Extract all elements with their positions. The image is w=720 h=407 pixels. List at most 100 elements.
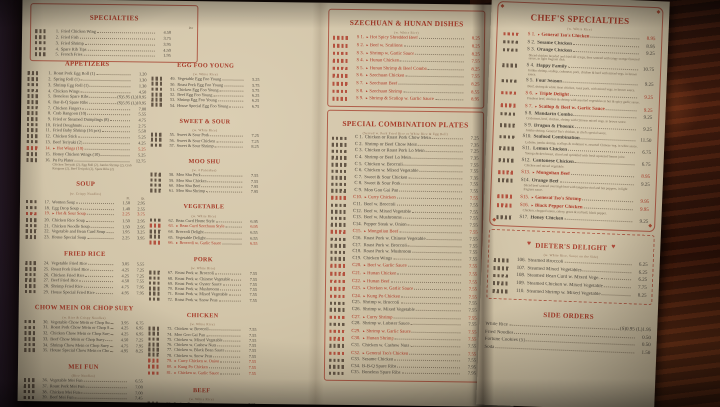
item-number: C22.: [352, 278, 362, 284]
cjk-glyphs: [24, 284, 37, 288]
item-name: Szechuan Chicken: [369, 73, 405, 80]
section-title: SWEET & SOUR: [179, 117, 231, 126]
cjk-glyphs: [500, 103, 517, 108]
section-title: MEI FUN: [68, 363, 99, 371]
dotted-leader: [222, 79, 244, 82]
cjk-glyphs: [330, 279, 347, 284]
item-name: General Tso's Chicken: [541, 32, 590, 40]
cjk-glyphs: [498, 170, 515, 175]
cjk-glyphs: [150, 137, 163, 142]
cjk-glyphs: [23, 389, 36, 394]
cjk-glyphs: [150, 188, 163, 193]
item-number: C14.: [352, 221, 362, 227]
item-number: S 5.: [356, 65, 364, 71]
cjk-glyphs: [24, 319, 37, 324]
section-header: MOO SHU (w. 4 Pancakes): [150, 150, 258, 174]
section-header: VEGETABLE (w. White Rice): [150, 195, 258, 219]
dotted-leader: [401, 296, 461, 299]
item-price: 9.25: [644, 95, 654, 101]
cjk-glyphs: [499, 123, 516, 128]
spicy-icon: ►: [362, 293, 366, 298]
spicy-icon: ►: [365, 81, 369, 86]
spicy-icon: ►: [537, 32, 541, 37]
dotted-leader: [390, 281, 462, 283]
menu-sheet-main: SPECIALTIES Per 1. Fried Chicken Wing 4.50 2.…: [17, 0, 519, 407]
dotted-leader: [110, 322, 113, 324]
item-name: Shrimp w. Garlic Sauce: [366, 328, 411, 335]
cjk-glyphs: [26, 146, 39, 150]
dotted-leader: [564, 261, 632, 266]
dotted-leader: [213, 95, 244, 97]
dotted-leader: [225, 350, 241, 353]
cjk-glyphs: [148, 281, 162, 286]
cjk-glyphs: [493, 273, 510, 278]
menu-section-chicken: CHICKEN (w. White Rice) 73. Chicken w. Broc…: [147, 304, 257, 378]
dotted-leader: [208, 367, 240, 369]
dotted-leader: [82, 125, 130, 128]
spicy-icon: ►: [365, 43, 369, 48]
dotted-leader: [564, 218, 633, 223]
dotted-leader: [426, 238, 462, 241]
item-price: 0.50: [641, 342, 651, 349]
cjk-glyphs: [330, 257, 347, 261]
dotted-leader: [90, 269, 114, 271]
menu-section-dieter-s-delight: ♥ DIETER'S DELIGHT ♥ (w. White Rice, Sauce …: [486, 228, 655, 306]
dotted-leader: [394, 338, 461, 341]
dotted-leader: [89, 85, 131, 88]
menu-sheet-right: ◆ ◆ ◆ ◆ CHEF'S SPECIALTIES (w. White Rice) S 1…: [476, 0, 670, 407]
dotted-leader: [225, 226, 242, 228]
spicy-icon: ►: [362, 350, 366, 355]
cjk-glyphs: [149, 240, 162, 245]
dotted-leader: [400, 302, 461, 305]
dotted-leader: [580, 138, 636, 142]
item-price: 9.25: [645, 51, 655, 58]
cjk-glyphs: [496, 215, 513, 220]
item-name: Hunan Chicken: [369, 58, 400, 64]
item-number: S 3.: [356, 50, 364, 56]
cjk-glyphs: [26, 152, 39, 157]
section-header: MEI FUN (Rice Noodles): [24, 355, 143, 379]
item-price: 6.75: [641, 162, 651, 168]
dotted-leader: [210, 135, 243, 137]
item-price: 8.95: [646, 36, 656, 42]
cjk-glyphs: [25, 272, 38, 277]
dotted-leader: [414, 288, 461, 291]
item-name: Hot Spicy Shredded Beef: [369, 35, 418, 42]
dotted-leader: [400, 60, 464, 63]
dotted-leader: [396, 204, 462, 207]
item-number: S 1.: [356, 35, 365, 41]
dotted-leader: [100, 155, 130, 157]
item-number: 23.: [44, 234, 50, 240]
item-price: 6.55: [250, 240, 258, 246]
section-header: CHOW MEIN OR CHOP SUEY (w. Rice & Crispy …: [25, 296, 144, 320]
dotted-leader: [412, 211, 462, 214]
corner-ornament-icon: ◆: [500, 4, 505, 10]
dotted-leader: [78, 403, 127, 406]
menu-section-egg-foo-young: EGG FOO YOUNG (w. White Rice) 49. Vegetable…: [151, 54, 260, 109]
item-name: Sesame Chicken: [537, 40, 573, 47]
menu-section-szechuan-hunan-dishes: SZECHUAN & HUNAN DISHES (w. White Rice) S …: [327, 8, 486, 109]
dotted-leader: [79, 280, 114, 283]
dotted-leader: [96, 74, 131, 76]
cjk-glyphs: [26, 122, 39, 127]
menu-item-row: 40. Shrimp Mei Fun 7.45: [23, 400, 143, 407]
dotted-leader: [110, 345, 113, 347]
section-title: SZECHUAN & HUNAN DISHES: [349, 17, 464, 29]
menu-section-mei-fun: MEI FUN (Rice Noodles) 36. Vegetable Mei Fu…: [23, 355, 143, 407]
item-price: 2.25: [122, 235, 130, 241]
item-number: S13.: [520, 170, 531, 176]
item-name: Hot & Sour Soup: [55, 210, 86, 217]
spicy-icon: ►: [174, 358, 178, 363]
item-price: 10.75: [642, 67, 655, 73]
dotted-leader: [415, 53, 464, 55]
item-price: 1.50: [641, 350, 651, 357]
item-price: 6.75: [251, 103, 260, 109]
item-number: 81.: [166, 370, 172, 376]
item-number: C29.: [351, 328, 361, 334]
cjk-glyphs: [499, 134, 516, 140]
cjk-glyphs: [25, 199, 39, 204]
cjk-glyphs: [34, 46, 47, 51]
cjk-glyphs: [329, 294, 346, 299]
item-price: 7.55: [248, 364, 257, 370]
dotted-leader: [397, 366, 461, 369]
